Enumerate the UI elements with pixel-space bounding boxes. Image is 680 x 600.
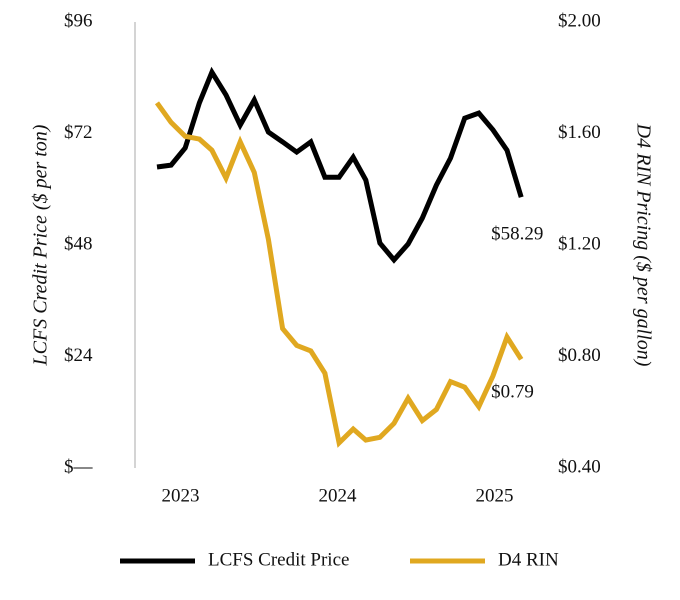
series-line: [154, 101, 524, 448]
y-tick-label: $96: [64, 10, 93, 31]
data-label: $0.79: [491, 382, 534, 403]
y-tick-label: $24: [64, 345, 93, 366]
y-tick-label: $48: [64, 233, 93, 254]
y2-tick-label: $1.60: [558, 122, 601, 143]
y2-tick-label: $0.80: [558, 345, 601, 366]
y2-tick-label: $0.40: [558, 456, 601, 477]
y-axis-title: LCFS Credit Price ($ per ton): [30, 124, 52, 366]
y-tick-label: $72: [64, 122, 93, 143]
legend-label: LCFS Credit Price: [208, 549, 349, 570]
series-line: [156, 66, 524, 264]
x-tick-label: 2025: [475, 485, 513, 506]
y2-tick-label: $2.00: [558, 10, 601, 31]
x-tick-label: 2024: [319, 485, 358, 506]
legend-label: D4 RIN: [498, 549, 559, 570]
y-tick-label: $—: [64, 456, 94, 477]
data-label: $58.29: [491, 224, 543, 245]
x-tick-label: 2023: [162, 485, 200, 506]
y2-axis-title: D4 RIN Pricing ($ per gallon): [632, 123, 654, 367]
y2-tick-label: $1.20: [558, 233, 601, 254]
